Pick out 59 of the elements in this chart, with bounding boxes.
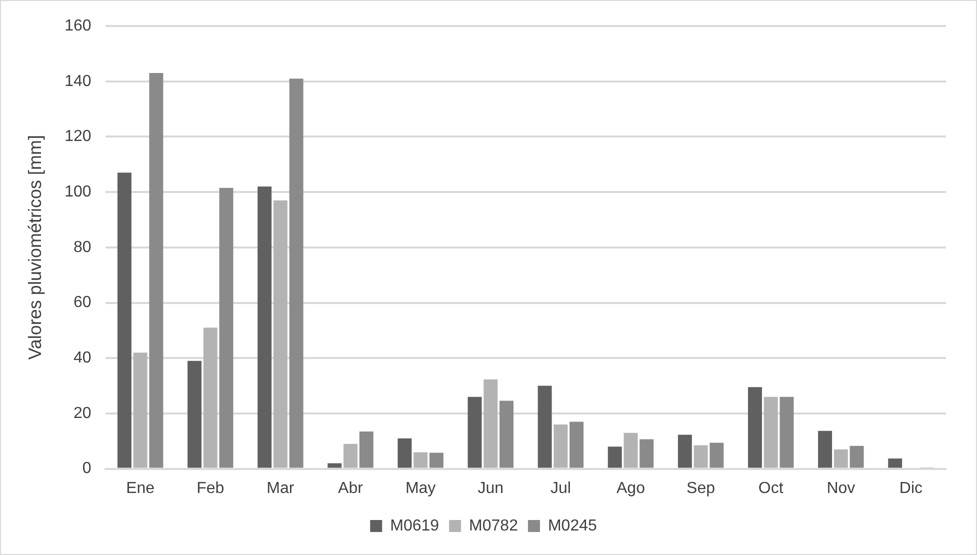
y-tick-label: 40 (74, 350, 92, 367)
y-tick-label: 140 (64, 72, 92, 90)
bar (273, 200, 288, 468)
bar (289, 78, 304, 468)
y-tick-label: 100 (64, 183, 92, 200)
x-tick-label: Abr (338, 480, 364, 497)
bar (640, 439, 654, 468)
bar (710, 442, 724, 468)
bar (780, 396, 794, 468)
bar (764, 396, 778, 468)
bar (554, 424, 568, 468)
bar (834, 449, 848, 468)
bar (359, 431, 374, 468)
bar (188, 360, 202, 468)
y-axis-title: Valores pluviométricos [mm] (24, 135, 45, 360)
x-tick-label: Sep (686, 480, 716, 497)
bar (694, 445, 708, 468)
bar (133, 352, 148, 468)
x-tick-label: Ene (126, 480, 155, 497)
bar (344, 444, 358, 468)
bar (570, 422, 584, 468)
bar (608, 446, 622, 468)
x-tick-label: Nov (826, 480, 856, 497)
bar (398, 438, 412, 468)
y-tick-label: 160 (64, 17, 92, 34)
y-tick-label: 120 (64, 128, 92, 146)
bar (748, 387, 762, 468)
bar (500, 400, 514, 468)
bar (117, 172, 132, 468)
bar (149, 73, 164, 468)
legend-label: M0619 (390, 517, 440, 534)
y-tick-label: 20 (74, 404, 92, 422)
bar (219, 188, 234, 468)
bar (888, 458, 902, 468)
legend-label: M0782 (469, 517, 518, 534)
x-tick-label: Ago (616, 480, 646, 497)
y-tick-label: 80 (74, 238, 92, 256)
bar (538, 386, 552, 468)
bar (414, 452, 428, 468)
bar (850, 446, 864, 468)
bar (203, 328, 218, 468)
x-tick-label: Oct (758, 480, 784, 497)
x-tick-label: Mar (266, 480, 295, 497)
legend-label: M0245 (548, 517, 597, 534)
x-tick-label: Feb (196, 480, 224, 497)
x-tick-label: Jul (550, 480, 571, 497)
x-tick-label: Jun (478, 480, 504, 497)
bar (484, 379, 498, 468)
y-tick-label: 0 (82, 460, 92, 478)
bar (258, 186, 272, 468)
x-tick-label: Dic (899, 480, 923, 497)
bar (328, 463, 342, 468)
bar (429, 452, 444, 468)
bar (678, 434, 692, 468)
bar (818, 430, 832, 468)
bar (624, 432, 638, 468)
bar (468, 396, 482, 468)
y-tick-label: 60 (74, 294, 92, 312)
x-tick-label: May (405, 480, 436, 497)
